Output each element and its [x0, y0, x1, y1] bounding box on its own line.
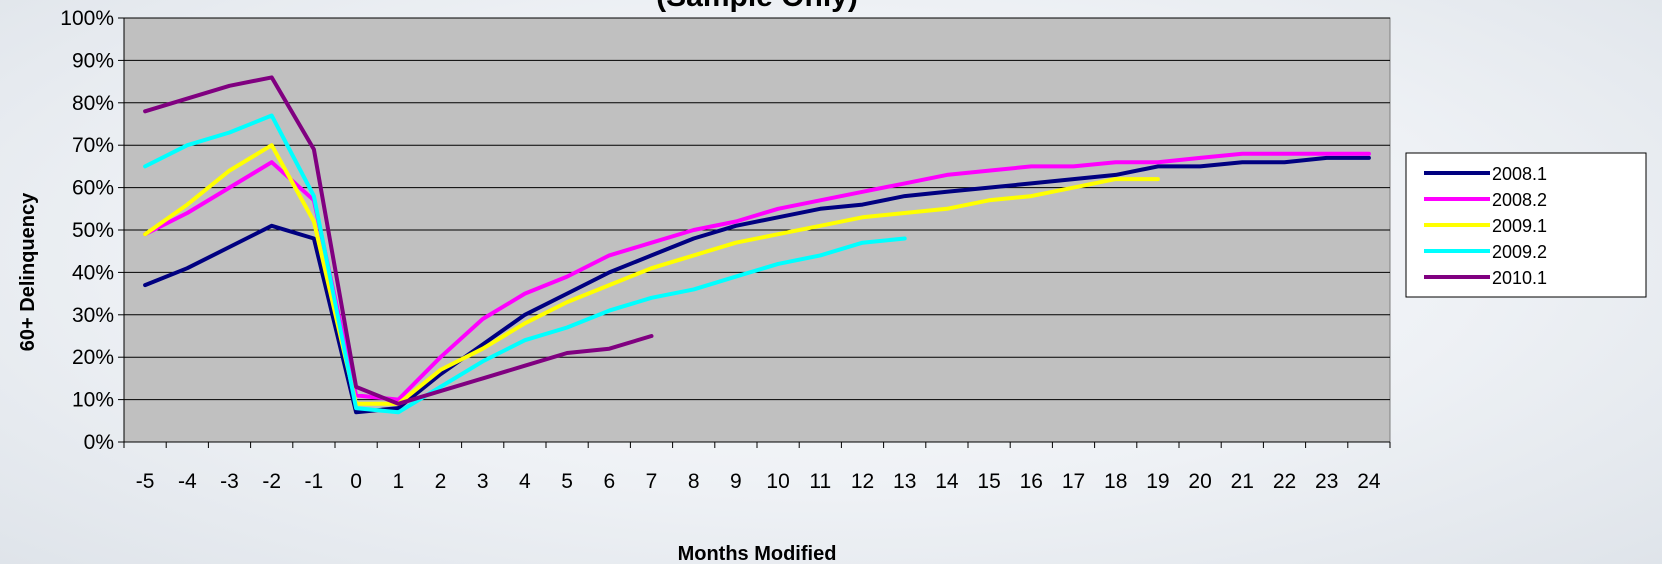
series-line [143, 113, 907, 415]
legend-item: 2010.1 [1424, 268, 1547, 288]
x-tick-label: 20 [1188, 470, 1211, 493]
y-tick-label: 40% [72, 261, 114, 284]
y-tick-label: 50% [72, 219, 114, 242]
y-axis-title: 60+ Delinquency [17, 192, 39, 351]
x-tick-label: 10 [766, 470, 789, 493]
series-lines [143, 75, 1371, 415]
x-tick-label: -3 [220, 470, 239, 493]
x-tick-label: 8 [688, 470, 700, 493]
series-2009-2 [143, 113, 907, 415]
x-tick-label: 22 [1273, 470, 1296, 493]
chart-title: (Sample Only) [656, 0, 858, 13]
legend-label: 2008.2 [1492, 190, 1547, 210]
x-tick-label: 12 [851, 470, 874, 493]
x-tick-label: 23 [1315, 470, 1338, 493]
x-tick-label: 0 [350, 470, 362, 493]
x-tick-label: 17 [1062, 470, 1085, 493]
y-tick-label: 80% [72, 92, 114, 115]
x-tick-label: 1 [392, 470, 404, 493]
series-line [143, 155, 1371, 415]
legend-label: 2009.2 [1492, 242, 1547, 262]
x-tick-label: 24 [1357, 470, 1381, 493]
x-tick-label: 18 [1104, 470, 1127, 493]
y-tick-label: 0% [84, 431, 114, 454]
x-tick-label: 13 [893, 470, 916, 493]
legend-label: 2009.1 [1492, 216, 1547, 236]
x-tick-label: -4 [178, 470, 197, 493]
grid-lines [124, 17, 1390, 401]
x-axis: -5 -4 -3 -2 -1 0 1 2 3 4 5 6 7 8 9 10 11 12 13 14 15 16 17 18 19… [123, 441, 1391, 493]
x-tick-label: -2 [262, 470, 281, 493]
x-tick-label: 9 [730, 470, 742, 493]
series-2008-1 [143, 155, 1371, 415]
x-tick-label: 11 [809, 470, 831, 493]
y-tick-label: 60% [72, 177, 114, 200]
x-tick-label: -1 [305, 470, 324, 493]
x-tick-label: 19 [1146, 470, 1169, 493]
x-tick-label: -5 [136, 470, 155, 493]
legend: 2008.1 2008.2 2009.1 2009.2 2010.1 [1405, 152, 1647, 298]
legend-item: 2008.1 [1424, 164, 1547, 184]
y-tick-label: 70% [72, 134, 114, 157]
x-tick-label: 7 [646, 470, 658, 493]
y-tick-label: 30% [72, 304, 114, 327]
legend-item: 2009.1 [1424, 216, 1547, 236]
series-2009-1 [143, 143, 1160, 406]
y-axis: 0% 10% 20% 30% 40% 50% 60% 70% 80% 90% 100% [60, 7, 125, 454]
x-tick-label: 16 [1020, 470, 1043, 493]
x-axis-title: Months Modified [678, 543, 837, 564]
y-tick-label: 20% [72, 346, 114, 369]
x-tick-label: 14 [935, 470, 959, 493]
y-tick-label: 90% [72, 49, 114, 72]
legend-item: 2009.2 [1424, 242, 1547, 262]
series-2010-1 [143, 75, 654, 406]
x-tick-label: 21 [1231, 470, 1254, 493]
series-line [143, 143, 1160, 406]
x-tick-label: 5 [561, 470, 573, 493]
legend-label: 2008.1 [1492, 164, 1547, 184]
x-tick-label: 6 [603, 470, 615, 493]
y-tick-label: 100% [60, 7, 114, 30]
x-tick-label: 3 [477, 470, 489, 493]
series-line [143, 75, 654, 406]
x-tick-label: 2 [435, 470, 447, 493]
x-tick-label: 4 [519, 470, 531, 493]
y-tick-label: 10% [72, 389, 114, 412]
legend-label: 2010.1 [1492, 268, 1547, 288]
x-tick-label: 15 [977, 470, 1000, 493]
legend-item: 2008.2 [1424, 190, 1547, 210]
